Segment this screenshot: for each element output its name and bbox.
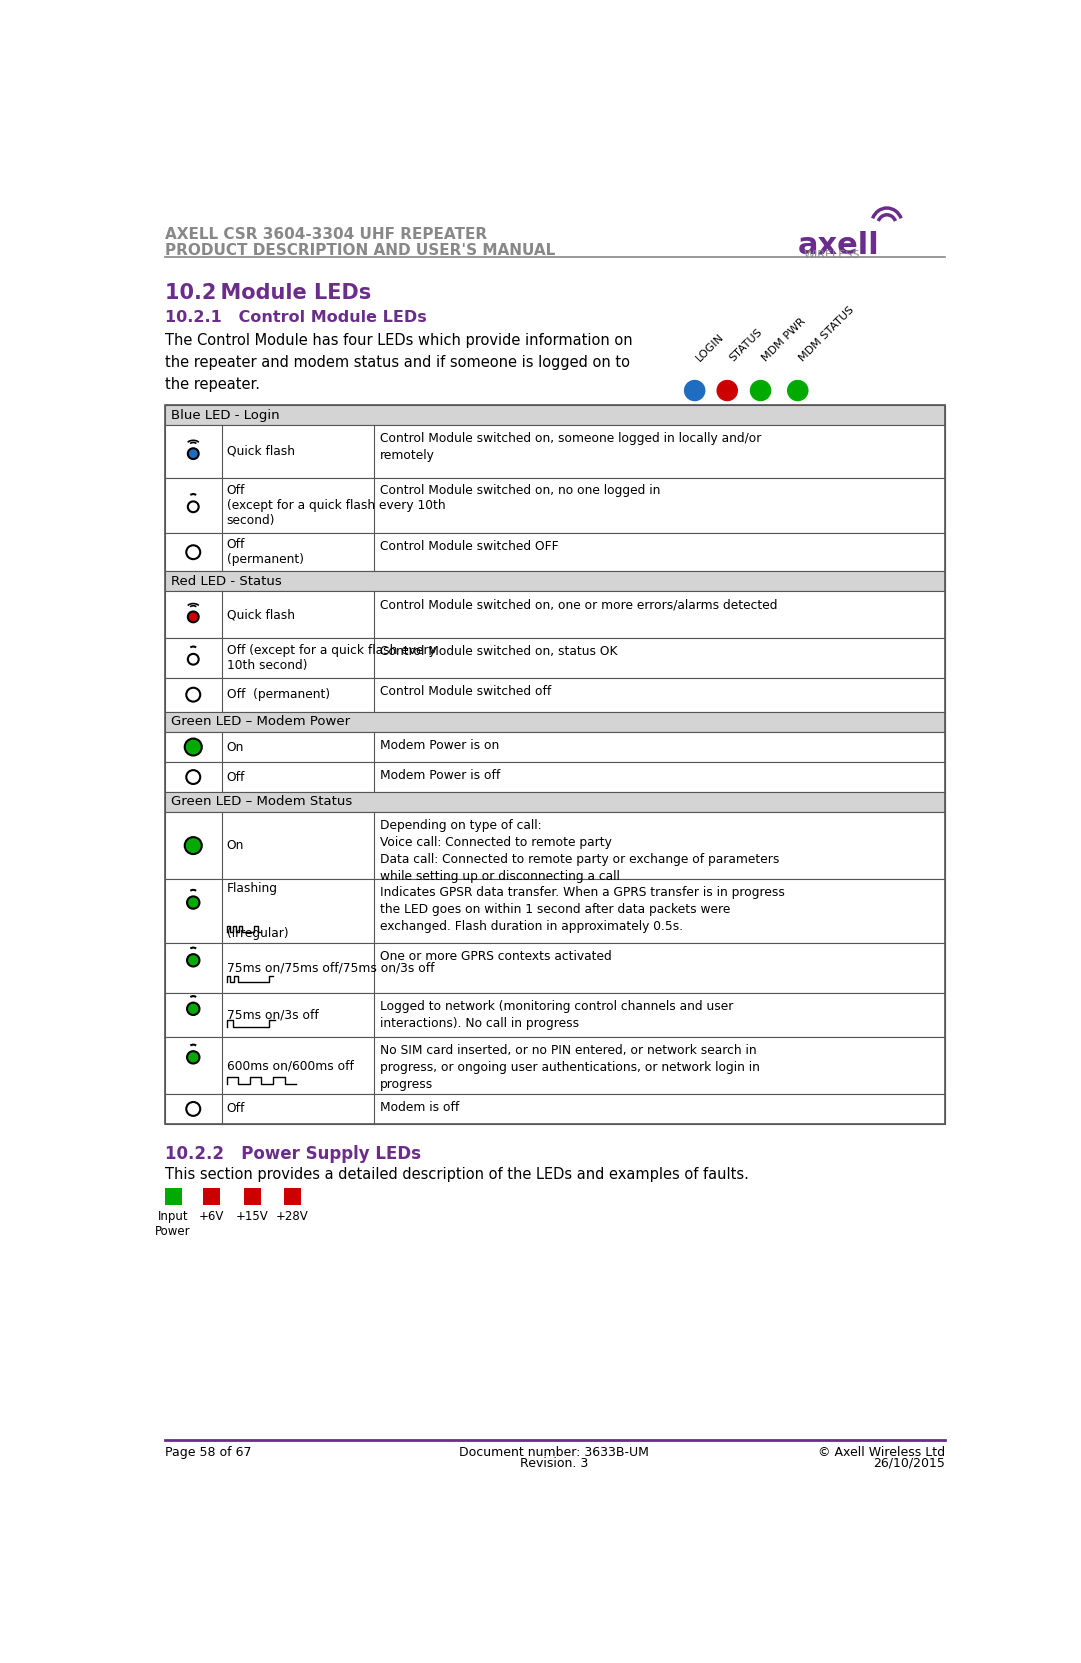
FancyBboxPatch shape — [164, 406, 945, 426]
FancyBboxPatch shape — [164, 572, 945, 592]
Circle shape — [187, 1051, 200, 1064]
Text: Off  (permanent): Off (permanent) — [227, 688, 330, 702]
FancyBboxPatch shape — [164, 762, 945, 792]
Circle shape — [188, 654, 199, 665]
FancyBboxPatch shape — [164, 532, 945, 572]
Text: Control Module switched OFF: Control Module switched OFF — [381, 540, 559, 552]
Text: Modem Power is off: Modem Power is off — [381, 770, 501, 782]
Text: WIRELESS: WIRELESS — [803, 249, 859, 259]
Text: STATUS: STATUS — [728, 328, 764, 364]
Text: Control Module switched on, status OK: Control Module switched on, status OK — [381, 645, 617, 657]
Text: Red LED - Status: Red LED - Status — [171, 575, 281, 589]
Text: AXELL CSR 3604-3304 UHF REPEATER: AXELL CSR 3604-3304 UHF REPEATER — [164, 226, 486, 241]
Text: This section provides a detailed description of the LEDs and examples of faults.: This section provides a detailed descrip… — [164, 1167, 748, 1182]
FancyBboxPatch shape — [164, 880, 945, 943]
Text: On: On — [227, 840, 244, 851]
Text: MDM PWR: MDM PWR — [761, 316, 808, 364]
FancyBboxPatch shape — [164, 943, 945, 993]
Circle shape — [750, 381, 771, 401]
Text: 75ms on/3s off: 75ms on/3s off — [227, 1008, 318, 1021]
FancyBboxPatch shape — [164, 712, 945, 732]
Text: axell: axell — [798, 231, 880, 259]
Text: One or more GPRS contexts activated: One or more GPRS contexts activated — [381, 950, 612, 963]
FancyBboxPatch shape — [164, 1189, 182, 1206]
Text: +28V: +28V — [276, 1209, 309, 1222]
Text: The Control Module has four LEDs which provide information on
the repeater and m: The Control Module has four LEDs which p… — [164, 333, 632, 392]
Text: Off: Off — [227, 1103, 245, 1116]
FancyBboxPatch shape — [243, 1189, 261, 1206]
FancyBboxPatch shape — [203, 1189, 221, 1206]
FancyBboxPatch shape — [164, 426, 945, 477]
FancyBboxPatch shape — [164, 477, 945, 532]
Text: Indicates GPSR data transfer. When a GPRS transfer is in progress
the LED goes o: Indicates GPSR data transfer. When a GPR… — [381, 886, 785, 933]
Text: 26/10/2015: 26/10/2015 — [873, 1457, 945, 1470]
FancyBboxPatch shape — [164, 993, 945, 1038]
FancyBboxPatch shape — [164, 679, 945, 712]
Circle shape — [186, 770, 200, 783]
Text: Control Module switched on, no one logged in: Control Module switched on, no one logge… — [381, 484, 660, 497]
FancyBboxPatch shape — [164, 637, 945, 679]
Text: 75ms on/75ms off/75ms on/3s off: 75ms on/75ms off/75ms on/3s off — [227, 961, 435, 975]
Text: Document number: 3633B-UM: Document number: 3633B-UM — [458, 1447, 649, 1458]
Text: No SIM card inserted, or no PIN entered, or network search in
progress, or ongoi: No SIM card inserted, or no PIN entered,… — [381, 1044, 760, 1091]
Text: Input
Power: Input Power — [156, 1209, 191, 1237]
Text: Modem Power is on: Modem Power is on — [381, 738, 499, 752]
Text: +15V: +15V — [236, 1209, 268, 1222]
FancyBboxPatch shape — [164, 1094, 945, 1124]
Text: Control Module switched off: Control Module switched off — [381, 685, 551, 698]
Circle shape — [684, 381, 705, 401]
Circle shape — [187, 896, 200, 908]
Circle shape — [188, 502, 199, 512]
Text: On: On — [227, 740, 244, 753]
Text: 10.2.1   Control Module LEDs: 10.2.1 Control Module LEDs — [164, 309, 426, 324]
Text: Revision. 3: Revision. 3 — [520, 1457, 588, 1470]
Text: Blue LED - Login: Blue LED - Login — [171, 409, 279, 422]
Text: Flashing


(irregular): Flashing (irregular) — [227, 881, 289, 940]
FancyBboxPatch shape — [164, 792, 945, 812]
Text: Control Module switched on, someone logged in locally and/or
remotely: Control Module switched on, someone logg… — [381, 432, 761, 462]
Text: Off
(permanent): Off (permanent) — [227, 539, 304, 565]
Text: Green LED – Modem Status: Green LED – Modem Status — [171, 795, 352, 808]
Circle shape — [188, 449, 199, 459]
Text: Off
(except for a quick flash every 10th
second): Off (except for a quick flash every 10th… — [227, 484, 445, 527]
Text: +6V: +6V — [199, 1209, 225, 1222]
Circle shape — [186, 688, 200, 702]
Text: Off: Off — [227, 770, 245, 783]
Circle shape — [186, 1103, 200, 1116]
Text: Depending on type of call:
Voice call: Connected to remote party
Data call: Conn: Depending on type of call: Voice call: C… — [381, 818, 779, 883]
Text: Page 58 of 67: Page 58 of 67 — [164, 1447, 251, 1458]
FancyBboxPatch shape — [164, 812, 945, 880]
Text: Quick flash: Quick flash — [227, 444, 295, 457]
FancyBboxPatch shape — [164, 592, 945, 637]
Circle shape — [187, 955, 200, 966]
FancyBboxPatch shape — [164, 1038, 945, 1094]
Text: 10.2 Module LEDs: 10.2 Module LEDs — [164, 283, 371, 303]
Circle shape — [187, 1003, 200, 1014]
Text: PRODUCT DESCRIPTION AND USER'S MANUAL: PRODUCT DESCRIPTION AND USER'S MANUAL — [164, 243, 555, 258]
FancyBboxPatch shape — [284, 1189, 301, 1206]
Text: © Axell Wireless Ltd: © Axell Wireless Ltd — [818, 1447, 945, 1458]
Circle shape — [188, 612, 199, 622]
Text: 600ms on/600ms off: 600ms on/600ms off — [227, 1059, 353, 1073]
Text: 10.2.2   Power Supply LEDs: 10.2.2 Power Supply LEDs — [164, 1146, 421, 1162]
Text: Control Module switched on, one or more errors/alarms detected: Control Module switched on, one or more … — [381, 599, 777, 612]
Text: Off (except for a quick flash every
10th second): Off (except for a quick flash every 10th… — [227, 644, 436, 672]
FancyBboxPatch shape — [164, 732, 945, 762]
Text: Quick flash: Quick flash — [227, 609, 295, 620]
Text: MDM STATUS: MDM STATUS — [798, 304, 856, 364]
Circle shape — [717, 381, 737, 401]
Circle shape — [185, 738, 202, 755]
Circle shape — [185, 836, 202, 855]
Text: LOGIN: LOGIN — [695, 333, 726, 364]
Text: Green LED – Modem Power: Green LED – Modem Power — [171, 715, 350, 728]
Text: Modem is off: Modem is off — [381, 1101, 459, 1114]
Circle shape — [186, 545, 200, 559]
Text: Logged to network (monitoring control channels and user
interactions). No call i: Logged to network (monitoring control ch… — [381, 999, 733, 1029]
Circle shape — [788, 381, 808, 401]
